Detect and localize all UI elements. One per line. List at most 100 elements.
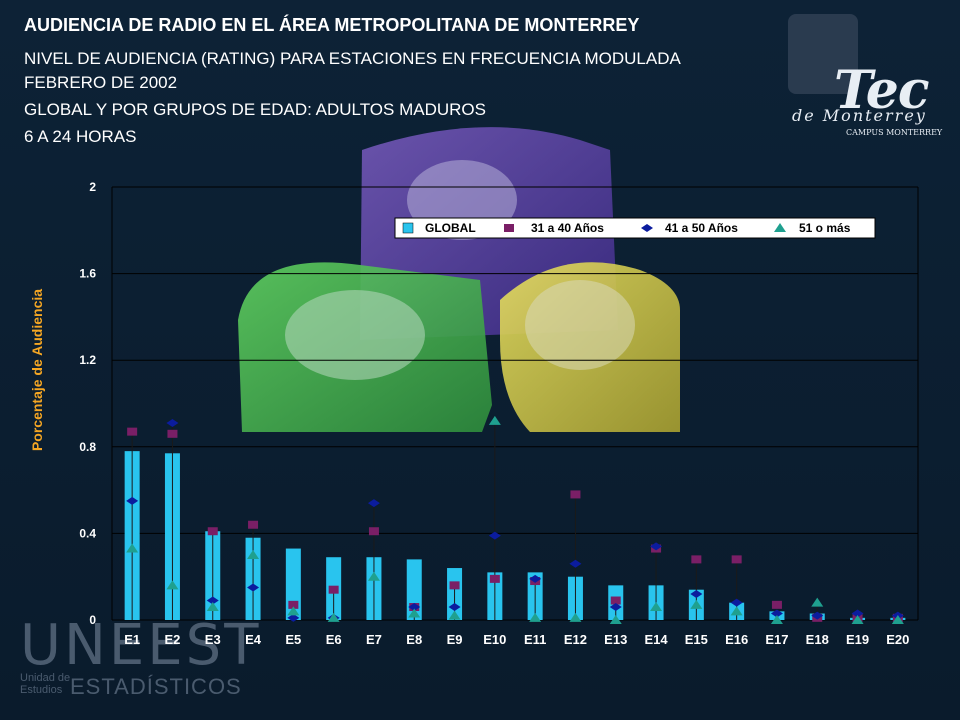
marker-41-50 xyxy=(529,574,542,583)
tec-monterrey-logo: Tec de Monterrey CAMPUS MONTERREY xyxy=(788,14,948,144)
x-tick-label: E2 xyxy=(164,632,180,647)
y-tick-label: 0 xyxy=(89,613,96,627)
x-tick-label: E7 xyxy=(366,632,382,647)
marker-41-50 xyxy=(206,596,219,605)
chart-title: AUDIENCIA DE RADIO EN EL ÁREA METROPOLIT… xyxy=(24,15,640,35)
tec-logo-subtitle: de Monterrey xyxy=(792,106,927,125)
x-axis-ticks: E1 E2 E3 E4 E5 E6 E7 E8 E9 E10 E11 E12 E13 E14 E15 E16 E… xyxy=(124,632,909,647)
legend-swatch-31-40 xyxy=(504,224,514,232)
legend-swatch-51-plus xyxy=(774,223,786,232)
marker-51-plus xyxy=(367,571,380,581)
marker-51-plus xyxy=(206,602,219,612)
marker-41-50 xyxy=(488,531,501,540)
marker-31-40 xyxy=(731,555,742,564)
x-tick-label: E20 xyxy=(886,632,909,647)
x-tick-label: E14 xyxy=(644,632,668,647)
x-tick-label: E16 xyxy=(725,632,748,647)
x-tick-label: E4 xyxy=(245,632,262,647)
uneest-logo-estadisticos: ESTADÍSTICOS xyxy=(70,674,242,699)
marker-51-plus xyxy=(408,608,421,618)
x-tick-label: E5 xyxy=(285,632,301,647)
marker-51-plus xyxy=(891,615,904,624)
marker-51-plus xyxy=(851,615,864,624)
subtitle-rating: NIVEL DE AUDIENCIA (RATING) PARA ESTACIO… xyxy=(24,49,681,68)
marker-41-50 xyxy=(367,499,380,508)
x-tick-label: E6 xyxy=(326,632,342,647)
legend-label: 51 o más xyxy=(799,221,851,235)
marker-51-plus xyxy=(770,615,783,624)
yellow-radio-shape xyxy=(500,262,680,432)
uneest-logo-small: Unidad de Estudios xyxy=(20,672,71,696)
marker-41-50 xyxy=(650,542,663,551)
legend-label: 31 a 40 Años xyxy=(531,221,604,235)
marker-51-plus xyxy=(730,606,743,616)
marker-31-40 xyxy=(691,555,702,564)
marker-31-40 xyxy=(771,600,782,609)
x-tick-label: E9 xyxy=(447,632,463,647)
y-axis-ticks: 0 0.4 0.8 1.2 1.6 2 xyxy=(79,180,96,627)
x-tick-label: E10 xyxy=(483,632,506,647)
marker-31-40 xyxy=(127,427,138,436)
marker-31-40 xyxy=(489,574,500,583)
x-tick-label: E17 xyxy=(765,632,788,647)
marker-41-50 xyxy=(448,603,461,612)
marker-31-40 xyxy=(368,527,379,536)
marker-41-50 xyxy=(609,603,622,612)
x-tick-label: E13 xyxy=(604,632,627,647)
marker-31-40 xyxy=(328,585,339,594)
marker-41-50 xyxy=(851,609,864,618)
marker-41-50 xyxy=(287,613,300,622)
marker-41-50 xyxy=(166,418,179,427)
marker-51-plus xyxy=(569,612,582,622)
marker-51-plus xyxy=(488,415,501,425)
legend-label: GLOBAL xyxy=(425,221,476,235)
marker-51-plus xyxy=(327,612,340,622)
subtitle-hours: 6 A 24 HORAS xyxy=(24,127,137,146)
x-tick-label: E8 xyxy=(406,632,422,647)
marker-51-plus xyxy=(609,615,622,624)
marker-51-plus xyxy=(287,606,300,616)
legend-label: 41 a 50 Años xyxy=(665,221,738,235)
age-markers xyxy=(126,415,904,624)
marker-51-plus xyxy=(650,602,663,612)
x-tick-label: E1 xyxy=(124,632,140,647)
uneest-logo-word: UNEEST xyxy=(20,613,262,678)
x-tick-label: E12 xyxy=(564,632,587,647)
marker-51-plus xyxy=(690,599,703,609)
x-tick-label: E18 xyxy=(806,632,829,647)
legend-swatch-global xyxy=(402,222,414,234)
marker-31-40 xyxy=(610,596,621,605)
legend-box xyxy=(394,217,876,239)
green-radio-shape xyxy=(238,262,492,432)
global-bars xyxy=(124,451,906,620)
tec-logo-campus: CAMPUS MONTERREY xyxy=(846,128,943,137)
chart-legend: GLOBAL 31 a 40 Años 41 a 50 Años 51 o más xyxy=(394,217,876,239)
marker-41-50 xyxy=(569,559,582,568)
legend-swatch-41-50 xyxy=(641,224,653,232)
marker-31-40 xyxy=(570,490,581,499)
y-tick-label: 0.4 xyxy=(79,526,96,540)
y-tick-label: 0.8 xyxy=(79,440,96,454)
y-axis-label: Porcentaje de Audiencia xyxy=(29,289,45,451)
marker-51-plus xyxy=(811,597,824,607)
tec-logo-word: Tec xyxy=(834,60,929,121)
marker-31-40 xyxy=(449,581,460,590)
marker-41-50 xyxy=(247,583,260,592)
marker-51-plus xyxy=(529,612,542,622)
marker-41-50 xyxy=(126,496,139,505)
subtitle-date: FEBRERO DE 2002 xyxy=(24,73,178,92)
marker-51-plus xyxy=(448,610,461,620)
marker-41-50 xyxy=(770,609,783,618)
marker-51-plus xyxy=(166,580,179,590)
marker-41-50 xyxy=(730,598,743,607)
tec-seal-icon xyxy=(788,14,858,94)
marker-41-50 xyxy=(811,611,824,620)
marker-41-50 xyxy=(408,603,421,612)
x-tick-label: E19 xyxy=(846,632,869,647)
marker-31-40 xyxy=(207,527,218,536)
marker-31-40 xyxy=(288,600,299,609)
marker-51-plus xyxy=(247,550,260,560)
x-tick-label: E11 xyxy=(524,632,546,647)
x-tick-label: E15 xyxy=(685,632,708,647)
